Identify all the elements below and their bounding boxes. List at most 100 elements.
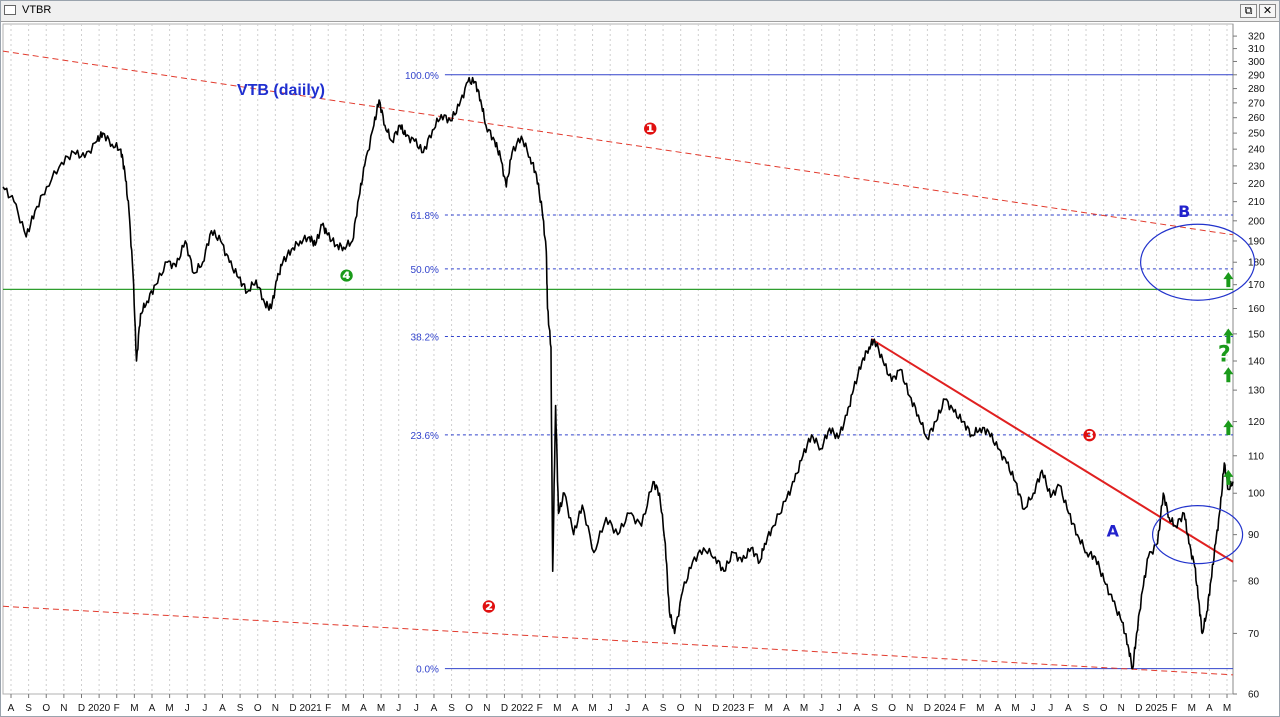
x-tick-label: J (1031, 703, 1036, 714)
target-ellipse (1139, 223, 1256, 301)
x-tick-label: S (871, 703, 878, 714)
x-tick-label: A (8, 703, 15, 714)
y-tick-label: 170 (1248, 280, 1265, 291)
x-tick-label: D (501, 703, 508, 714)
x-tick-label: D (78, 703, 85, 714)
x-tick-label: A (431, 703, 438, 714)
x-tick-label: F (114, 703, 120, 714)
y-tick-label: 100 (1248, 489, 1265, 500)
y-tick-label: 240 (1248, 145, 1265, 156)
y-tick-label: 290 (1248, 70, 1265, 81)
x-tick-label: J (185, 703, 190, 714)
x-tick-label: F (537, 703, 543, 714)
x-tick-label: J (625, 703, 630, 714)
x-tick-label: S (1083, 703, 1090, 714)
x-tick-label: M (553, 703, 561, 714)
fib-level-label: 0.0% (416, 665, 439, 676)
x-tick-label: M (377, 703, 385, 714)
x-tick-label: D (712, 703, 719, 714)
x-tick-label: F (325, 703, 331, 714)
x-tick-label: O (42, 703, 50, 714)
y-tick-label: 150 (1248, 329, 1265, 340)
x-tick-label: S (448, 703, 455, 714)
annotation-label: ? (1218, 342, 1231, 367)
x-tick-label: N (906, 703, 913, 714)
x-tick-label: M (342, 703, 350, 714)
x-tick-label: N (1118, 703, 1125, 714)
y-tick-label: 110 (1248, 451, 1264, 462)
x-tick-label: J (819, 703, 824, 714)
x-tick-label: M (1188, 703, 1196, 714)
fib-level-label: 61.8% (411, 211, 439, 222)
x-tick-label: O (888, 703, 896, 714)
x-tick-label: 2021 (299, 703, 322, 714)
x-tick-label: N (272, 703, 279, 714)
x-tick-label: M (1011, 703, 1019, 714)
y-tick-label: 300 (1248, 57, 1265, 68)
restore-button[interactable]: ⧉ (1240, 4, 1257, 18)
y-tick-label: 280 (1248, 84, 1265, 95)
y-tick-label: 260 (1248, 113, 1265, 124)
x-tick-label: S (660, 703, 667, 714)
y-tick-label: 190 (1248, 236, 1265, 247)
annotation-label: ❹ (339, 267, 353, 287)
x-tick-label: J (202, 703, 207, 714)
x-tick-label: S (25, 703, 32, 714)
y-tick-label: 270 (1248, 98, 1265, 109)
y-tick-label: 90 (1248, 530, 1260, 541)
x-tick-label: A (642, 703, 649, 714)
y-tick-label: 200 (1248, 216, 1265, 227)
y-tick-label: 250 (1248, 129, 1265, 140)
x-tick-label: N (60, 703, 67, 714)
y-tick-label: 320 (1248, 32, 1265, 43)
fib-level-label: 23.6% (411, 431, 439, 442)
trendline-lower-dashed (2, 605, 1234, 676)
x-tick-label: J (1048, 703, 1053, 714)
y-tick-label: 60 (1248, 690, 1260, 701)
close-button[interactable]: ✕ (1259, 4, 1276, 18)
y-tick-label: 130 (1248, 386, 1265, 397)
x-tick-label: A (219, 703, 226, 714)
y-tick-label: 180 (1248, 258, 1265, 269)
trendline-upper-dashed (2, 50, 1234, 236)
price-chart[interactable]: A S O N D 2020 F M A M J J A S O N D 2021 F M A M J J A S O N D 2022 F… (1, 22, 1279, 716)
x-tick-label: A (1206, 703, 1213, 714)
x-tick-label: A (783, 703, 790, 714)
x-tick-label: 2024 (934, 703, 957, 714)
y-tick-label: 220 (1248, 179, 1265, 190)
fib-level-label: 100.0% (405, 71, 439, 82)
up-arrow-icon (1223, 328, 1234, 344)
x-tick-label: A (995, 703, 1002, 714)
y-tick-label: 160 (1248, 304, 1265, 315)
x-tick-label: A (149, 703, 156, 714)
x-tick-label: O (1100, 703, 1108, 714)
x-tick-label: A (854, 703, 861, 714)
x-tick-label: S (237, 703, 244, 714)
x-tick-label: D (924, 703, 931, 714)
x-tick-label: F (748, 703, 754, 714)
x-tick-label: O (677, 703, 685, 714)
up-arrow-icon (1223, 420, 1234, 436)
y-tick-label: 120 (1248, 417, 1265, 428)
y-tick-label: 210 (1248, 197, 1265, 208)
x-tick-label: O (254, 703, 262, 714)
x-tick-label: 2023 (722, 703, 745, 714)
annotation-label: B (1178, 202, 1190, 221)
y-tick-label: 310 (1248, 44, 1265, 55)
x-tick-label: 2020 (88, 703, 111, 714)
x-tick-label: N (483, 703, 490, 714)
x-tick-label: M (588, 703, 596, 714)
y-tick-label: 140 (1248, 356, 1265, 367)
x-tick-label: A (360, 703, 367, 714)
price-line[interactable] (2, 76, 1234, 670)
x-tick-label: J (837, 703, 842, 714)
x-tick-label: J (414, 703, 419, 714)
x-tick-label: M (800, 703, 808, 714)
x-tick-label: A (1065, 703, 1072, 714)
x-tick-label: N (695, 703, 702, 714)
x-tick-label: M (130, 703, 138, 714)
annotation-label: ❷ (482, 597, 496, 617)
up-arrow-icon (1223, 469, 1234, 485)
title-bar[interactable]: VTBR ⧉ ✕ (1, 1, 1279, 22)
